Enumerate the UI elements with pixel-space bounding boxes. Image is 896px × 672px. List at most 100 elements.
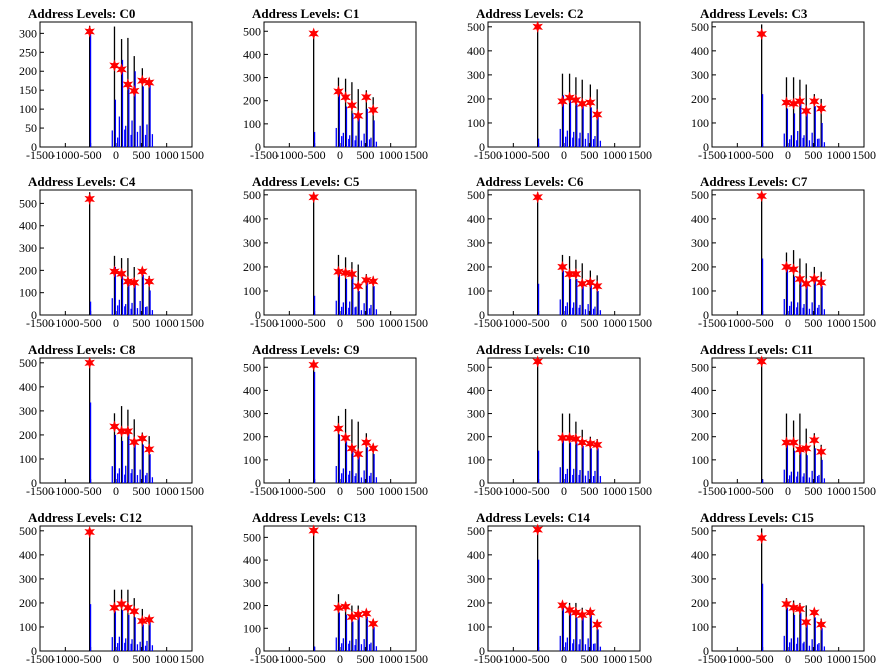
subplot-title: Address Levels: C9 [252,342,360,357]
subplot-7: Address Levels: C70100200300400500-1500-… [691,174,876,330]
y-tick-label: 400 [243,553,261,567]
y-tick-label: 0 [703,140,709,154]
subplot-title: Address Levels: C8 [28,342,136,357]
peak-star-marker [591,280,603,293]
peak-star-marker [122,275,134,288]
peak-star-marker [532,355,543,368]
x-tick-label: -500 [80,316,102,330]
x-tick-label: -1500 [698,652,726,666]
x-tick-label: -1500 [26,652,54,666]
peak-star-marker [557,599,568,612]
peak-star-marker [346,268,358,281]
x-tick-label: 500 [580,148,598,162]
y-tick-label: 300 [243,407,261,421]
peak-star-marker [800,442,812,455]
x-tick-label: 0 [561,484,567,498]
x-tick-label: -500 [528,484,550,498]
peak-star-marker [333,85,344,98]
x-tick-label: 0 [785,148,791,162]
x-tick-label: 0 [561,148,567,162]
x-tick-label: -1000 [275,148,303,162]
y-tick-label: 200 [691,92,709,106]
x-tick-label: 0 [113,484,119,498]
peak-star-marker [128,436,140,449]
peak-star-marker [333,422,344,435]
y-tick-label: 500 [243,24,261,38]
x-tick-label: 0 [785,316,791,330]
peak-star-marker [809,95,820,108]
x-tick-label: 1000 [603,148,627,162]
y-tick-label: 500 [691,524,709,538]
y-tick-label: 500 [467,188,485,202]
y-tick-label: 300 [19,241,37,255]
x-tick-label: 1000 [827,316,851,330]
x-tick-label: -1500 [26,484,54,498]
peak-star-marker [809,272,820,285]
subplot-13: Address Levels: C13 0 100 200 300 400 500 -1500… [243,510,428,666]
x-tick-label: 0 [337,148,343,162]
subplot-6: Address Levels: C60100200300400500-1500-… [467,174,652,330]
y-tick-label: 400 [467,548,485,562]
peak-star-marker [340,600,351,613]
x-tick-label: 1000 [379,652,403,666]
peak-star-marker [308,524,319,537]
subplot-title: Address Levels: C0 [28,6,135,21]
x-tick-label: -1000 [275,316,303,330]
y-tick-label: 500 [243,360,261,374]
y-tick-label: 100 [243,621,261,635]
subplot-12: Address Levels: C12 0 100 200 300 400 500 -1500… [19,510,204,666]
y-tick-label: 300 [467,572,485,586]
y-tick-label: 100 [19,286,37,300]
y-tick-label: 500 [243,530,261,544]
peak-star-marker [781,436,792,449]
y-tick-label: 300 [467,407,485,421]
y-tick-label: 0 [703,476,709,490]
subplot-0: Address Levels: C0 0 50 100 150 200 250 300 -150… [19,6,204,162]
peak-star-marker [137,74,148,87]
x-tick-label: -1500 [250,484,278,498]
y-tick-label: 200 [19,64,37,78]
peak-star-marker [352,448,364,461]
y-tick-label: 400 [243,212,261,226]
peak-star-marker [788,601,799,614]
x-tick-label: -500 [752,316,774,330]
x-tick-label: -500 [304,484,326,498]
subplot-title: Address Levels: C1 [252,6,359,21]
peak-star-marker [570,94,582,107]
peak-star-marker [361,91,372,104]
x-tick-label: 500 [356,148,374,162]
x-tick-label: 1500 [404,316,428,330]
x-tick-label: 0 [561,652,567,666]
peak-star-marker [346,99,358,112]
x-tick-label: -1500 [250,652,278,666]
y-tick-label: 100 [19,102,37,116]
y-tick-label: 100 [691,284,709,298]
x-tick-label: -500 [80,148,102,162]
peak-star-marker [532,523,543,536]
x-tick-label: -1500 [698,316,726,330]
peak-star-marker [340,91,351,104]
peak-star-marker [591,108,603,121]
peak-star-marker [352,280,364,293]
y-tick-label: 200 [467,430,485,444]
y-tick-label: 100 [691,116,709,130]
x-tick-label: -1500 [26,148,54,162]
peak-star-marker [815,618,827,631]
peak-star-marker [361,607,372,620]
x-tick-label: 0 [113,652,119,666]
x-tick-label: -1500 [698,148,726,162]
x-tick-label: 1000 [155,652,179,666]
peak-star-marker [794,272,806,285]
peak-star-marker [756,355,767,368]
y-tick-label: 300 [243,576,261,590]
x-tick-label: 1500 [628,484,652,498]
peak-star-marker [756,189,767,203]
y-tick-label: 300 [19,404,37,418]
x-tick-label: 0 [561,316,567,330]
peak-star-marker [781,260,792,273]
peak-star-marker [532,20,543,33]
y-tick-label: 0 [479,140,485,154]
peak-star-marker [143,275,155,288]
peak-star-marker [116,267,127,280]
subplot-title: Address Levels: C14 [476,510,590,525]
